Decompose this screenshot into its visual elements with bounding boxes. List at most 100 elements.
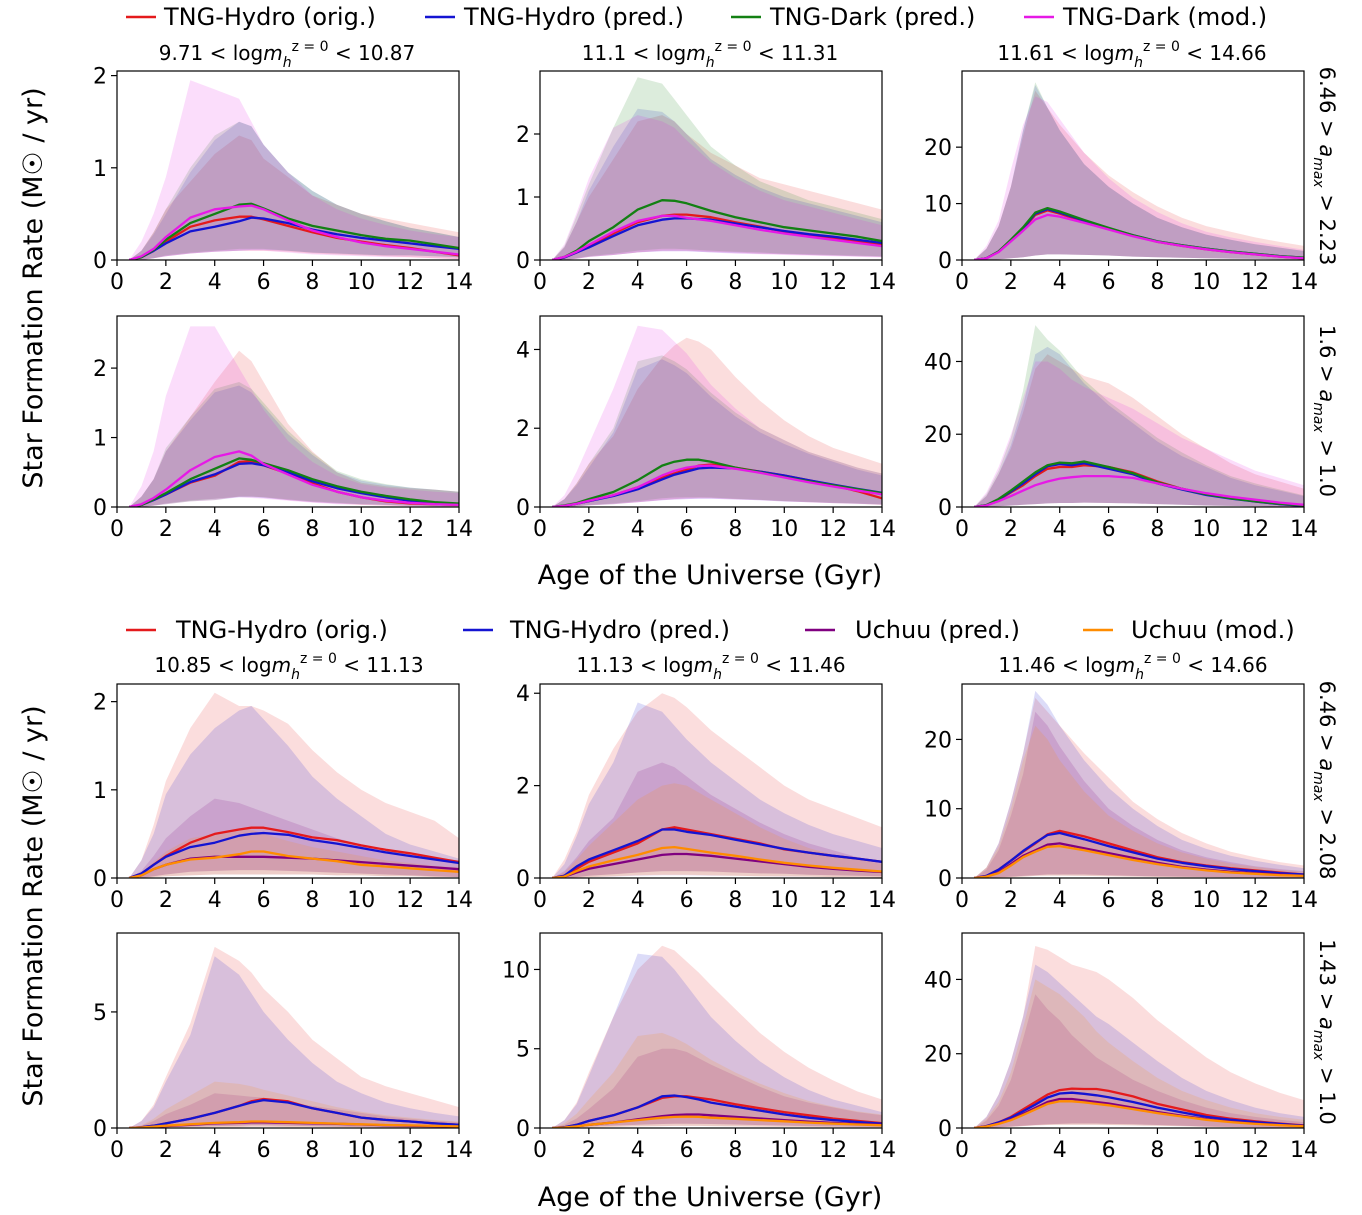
- legend-2: TNG-Hydro (orig.) TNG-Hydro (pred.) Uchu…: [126, 616, 1295, 644]
- line-tng-dark-mod: [974, 213, 1304, 260]
- x-tick-label: 12: [1241, 888, 1269, 913]
- y-tick-label: 0: [93, 867, 107, 892]
- x-tick-label: 2: [582, 270, 596, 295]
- band-tng-dark-mod: [974, 361, 1304, 507]
- x-tick-label: 8: [728, 888, 742, 913]
- x-tick-label: 10: [1192, 517, 1220, 542]
- x-tick-label: 6: [680, 888, 694, 913]
- column-titles-1: 9.71 < logmhz = 0 < 10.87 11.1 < logmhz …: [159, 39, 1267, 71]
- band-tng-hydro-orig: [974, 90, 1304, 260]
- band-tng-hydro-orig: [974, 354, 1304, 507]
- legend-label: TNG-Hydro (pred.): [463, 3, 684, 31]
- x-tick-label: 2: [1004, 1138, 1018, 1163]
- row-label: 1.43 > amax > 1.0: [1310, 939, 1339, 1124]
- x-tick-label: 4: [208, 888, 222, 913]
- axes-frame: [539, 70, 883, 261]
- x-tick-label: 6: [1102, 270, 1116, 295]
- x-tick-label: 8: [1150, 1138, 1164, 1163]
- plot-area: [128, 80, 459, 260]
- x-tick-label: 0: [110, 270, 124, 295]
- axes-frame: [116, 315, 460, 508]
- row-label: 1.6 > amax > 1.0: [1310, 325, 1339, 497]
- x-tick-label: 14: [1290, 888, 1318, 913]
- axes-frame: [116, 70, 460, 261]
- x-tick-label: 2: [582, 1138, 596, 1163]
- line-uchuu-mod: [128, 850, 459, 878]
- chart-panel: 0 2 4 6 8 10 12 14 0 10 20: [924, 683, 1318, 913]
- x-tick-label: 6: [257, 888, 271, 913]
- line-tng-dark-mod: [974, 474, 1304, 507]
- y-tick-label: 0: [93, 496, 107, 521]
- y-axis-label: Star Formation Rate (M☉ / yr): [18, 87, 49, 488]
- x-tick-label: 4: [631, 517, 645, 542]
- legend-label: TNG-Hydro (orig.): [163, 3, 376, 31]
- panel-title: 10.85 < logmhz = 0 < 11.13: [154, 651, 423, 683]
- band-uchuu-pred: [974, 711, 1304, 878]
- y-tick-label: 20: [924, 1043, 952, 1068]
- legend-label: TNG-Hydro (orig.): [175, 616, 388, 644]
- panel-title: 11.61 < logmhz = 0 < 14.66: [997, 39, 1266, 71]
- axes-frame: [961, 683, 1305, 879]
- y-axis-label-text: Star Formation Rate (M☉ / yr): [18, 87, 49, 488]
- x-tick-label: 12: [1241, 517, 1269, 542]
- line-tng-dark-mod: [551, 214, 882, 260]
- y-tick-label: 40: [924, 968, 952, 993]
- band-tng-dark-pred: [552, 77, 882, 260]
- line-uchuu-mod: [129, 1120, 459, 1128]
- panel-title: 9.71 < logmhz = 0 < 10.87: [159, 39, 416, 71]
- row-label: 6.46 > amax > 2.08: [1310, 681, 1339, 880]
- x-tick-label: 6: [1102, 1138, 1116, 1163]
- legend-label: Uchuu (mod.): [1131, 616, 1295, 644]
- x-tick-label: 12: [396, 517, 424, 542]
- y-tick-label: 2: [516, 775, 530, 800]
- y-tick-label: 0: [938, 249, 952, 274]
- x-tick-label: 4: [631, 270, 645, 295]
- chart-panel: 0 2 4 6 8 10 12 14 0 10 20: [924, 70, 1318, 295]
- plot-area: [552, 945, 882, 1128]
- plot-area: [551, 693, 882, 878]
- y-tick-label: 0: [938, 867, 952, 892]
- x-tick-label: 4: [208, 517, 222, 542]
- x-tick-label: 0: [533, 1138, 547, 1163]
- plot-area: [128, 692, 459, 878]
- x-tick-label: 2: [582, 517, 596, 542]
- x-tick-label: 2: [159, 270, 173, 295]
- x-tick-label: 10: [770, 1138, 798, 1163]
- x-tick-label: 0: [533, 517, 547, 542]
- line-tng-dark-pred: [551, 199, 882, 260]
- y-tick-label: 0: [516, 867, 530, 892]
- plot-area: [128, 326, 459, 507]
- x-tick-label: 8: [1150, 270, 1164, 295]
- plot-area: [974, 82, 1304, 260]
- x-tick-label: 10: [770, 270, 798, 295]
- y-tick-label: 0: [938, 1117, 952, 1142]
- legend-label: TNG-Dark (mod.): [1062, 3, 1267, 31]
- x-tick-label: 2: [1004, 517, 1018, 542]
- y-tick-label: 20: [924, 423, 952, 448]
- band-uchuu-mod: [552, 783, 882, 878]
- y-tick-label: 10: [924, 193, 952, 218]
- band-tng-hydro-pred: [974, 964, 1304, 1128]
- x-tick-label: 8: [305, 888, 319, 913]
- x-tick-label: 14: [868, 888, 896, 913]
- band-uchuu-pred: [552, 762, 882, 878]
- y-tick-label: 1: [93, 779, 107, 804]
- panel-title: 11.1 < logmhz = 0 < 11.31: [582, 39, 839, 71]
- y-tick-label: 2: [93, 65, 107, 90]
- x-tick-label: 10: [770, 517, 798, 542]
- band-tng-hydro-orig: [974, 946, 1304, 1128]
- band-tng-hydro-pred: [552, 702, 882, 878]
- row-label: 6.46 > amax > 2.23: [1310, 67, 1339, 266]
- x-tick-label: 14: [445, 1138, 473, 1163]
- chart-panel: 0 2 4 6 8 10 12 14 0 20 40: [924, 315, 1318, 542]
- band-tng-hydro-orig: [129, 135, 459, 260]
- x-tick-label: 12: [396, 888, 424, 913]
- chart-panel: 0 2 4 6 8 10 12 14 0 5 10: [502, 932, 896, 1163]
- band-tng-dark-pred: [552, 355, 882, 507]
- band-tng-dark-mod: [974, 96, 1304, 260]
- x-tick-label: 10: [347, 270, 375, 295]
- legend-label: TNG-Dark (pred.): [769, 3, 975, 31]
- x-tick-label: 12: [819, 517, 847, 542]
